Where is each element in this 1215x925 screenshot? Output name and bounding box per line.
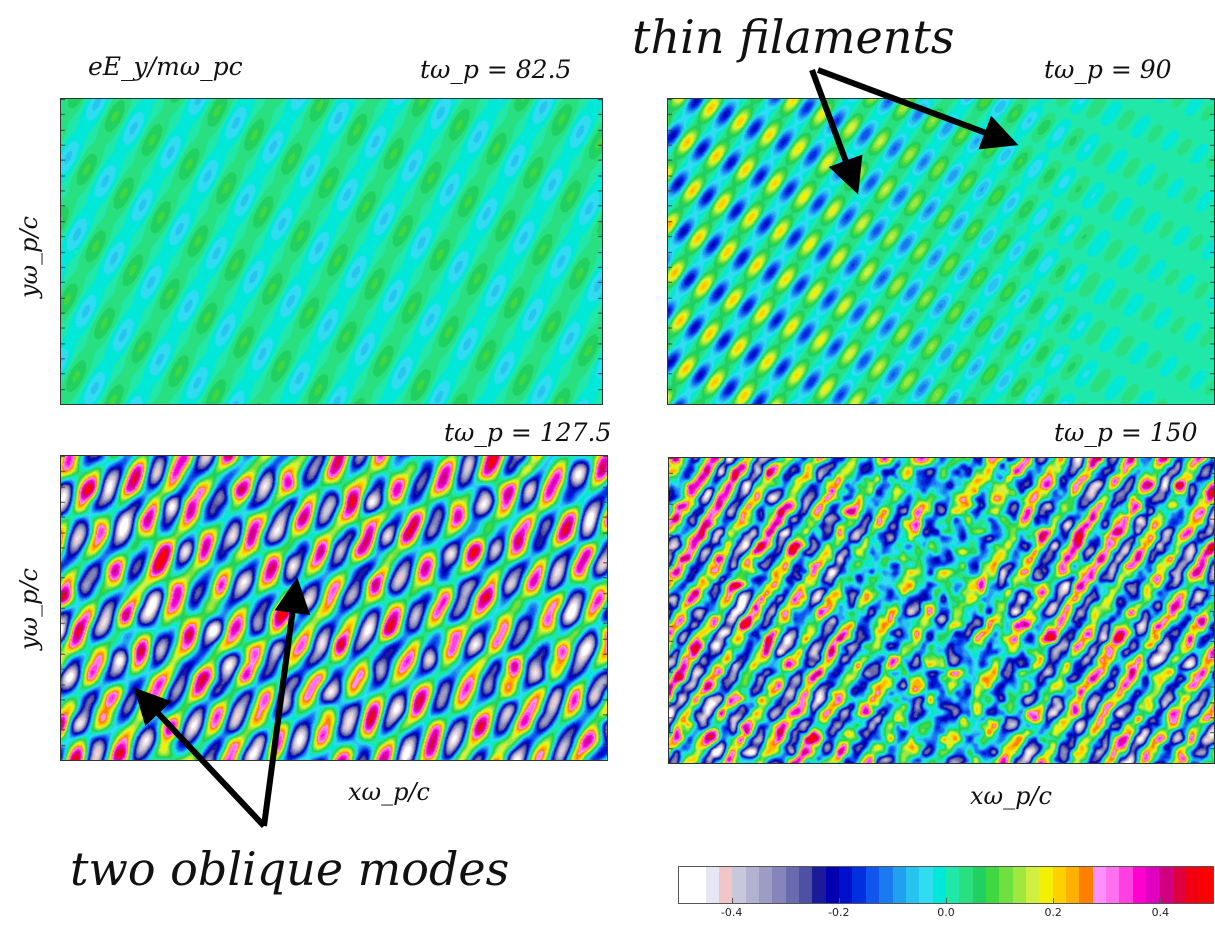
colorbar-segment xyxy=(1079,867,1093,903)
colorbar-segment xyxy=(1025,867,1040,903)
time-label-top-left: tω_p = 82.5 xyxy=(420,55,572,84)
colorbar xyxy=(678,866,1214,904)
colorbar-segment xyxy=(812,867,826,903)
colorbar-segment xyxy=(785,867,800,903)
colorbar-tick-mark xyxy=(838,898,840,904)
colorbar-segment xyxy=(932,867,946,903)
colorbar-segment xyxy=(985,867,1000,903)
colorbar-segment xyxy=(1039,867,1053,903)
colorbar-segment xyxy=(1186,867,1200,903)
time-label-top-right: tω_p = 90 xyxy=(1044,55,1172,84)
colorbar-tick-mark xyxy=(731,898,733,904)
heatmap-canvas-top-left xyxy=(61,99,602,404)
colorbar-segment xyxy=(1146,867,1160,903)
colorbar-segment xyxy=(825,867,840,903)
y-axis-label-bottom: yω_p/c xyxy=(15,567,44,651)
annotation-two-oblique-modes: two oblique modes xyxy=(70,842,510,896)
heatmap-panel-top-left xyxy=(60,98,603,405)
colorbar-segment xyxy=(705,867,720,903)
colorbar-segment xyxy=(759,867,773,903)
colorbar-segment xyxy=(679,867,693,903)
heatmap-canvas-bottom-left xyxy=(61,456,607,760)
colorbar-segment xyxy=(772,867,786,903)
heatmap-canvas-bottom-right xyxy=(669,458,1214,763)
colorbar-segment xyxy=(892,867,906,903)
colorbar-segment xyxy=(999,867,1013,903)
colorbar-segment xyxy=(1199,867,1213,903)
colorbar-segment xyxy=(1012,867,1026,903)
colorbar-segment xyxy=(732,867,746,903)
x-axis-label-left: xω_p/c xyxy=(348,778,430,806)
colorbar-segment xyxy=(972,867,986,903)
colorbar-segment xyxy=(879,867,893,903)
annotation-thin-filaments: thin filaments xyxy=(632,10,955,64)
colorbar-segment xyxy=(945,867,960,903)
heatmap-canvas-top-right xyxy=(668,99,1214,404)
colorbar-segment xyxy=(1172,867,1187,903)
colorbar-segment xyxy=(1052,867,1066,903)
colorbar-tick-mark xyxy=(1160,898,1162,904)
colorbar-segment xyxy=(692,867,706,903)
heatmap-panel-bottom-right xyxy=(668,457,1215,764)
colorbar-segment xyxy=(1159,867,1173,903)
colorbar-segment xyxy=(1092,867,1106,903)
colorbar-segment xyxy=(919,867,933,903)
heatmap-panel-top-right xyxy=(667,98,1215,405)
colorbar-segment xyxy=(839,867,853,903)
colorbar-segment xyxy=(799,867,813,903)
colorbar-tick-label: 0.0 xyxy=(937,906,955,919)
colorbar-segment xyxy=(1132,867,1147,903)
colorbar-tick-label: 0.4 xyxy=(1151,906,1170,919)
colorbar-segment xyxy=(745,867,760,903)
field-label: eE_y/mω_pc xyxy=(88,52,243,81)
colorbar-segment xyxy=(905,867,920,903)
colorbar-segment xyxy=(1119,867,1133,903)
colorbar-tick-label: -0.4 xyxy=(720,906,743,919)
time-label-bottom-left: tω_p = 127.5 xyxy=(444,418,612,447)
colorbar-tick-label: 0.2 xyxy=(1044,906,1062,919)
heatmap-panel-bottom-left xyxy=(60,455,608,761)
colorbar-tick-mark xyxy=(946,898,947,904)
colorbar-segment xyxy=(865,867,880,903)
time-label-bottom-right: tω_p = 150 xyxy=(1054,418,1198,447)
colorbar-segment xyxy=(959,867,973,903)
colorbar-tick-label: -0.2 xyxy=(828,906,850,919)
y-axis-label-top: yω_p/c xyxy=(15,215,44,299)
colorbar-segment xyxy=(1065,867,1080,903)
colorbar-segment xyxy=(719,867,733,903)
x-axis-label-right: xω_p/c xyxy=(970,782,1052,810)
colorbar-segment xyxy=(1106,867,1120,903)
colorbar-tick-mark xyxy=(1053,898,1055,904)
colorbar-segment xyxy=(852,867,866,903)
